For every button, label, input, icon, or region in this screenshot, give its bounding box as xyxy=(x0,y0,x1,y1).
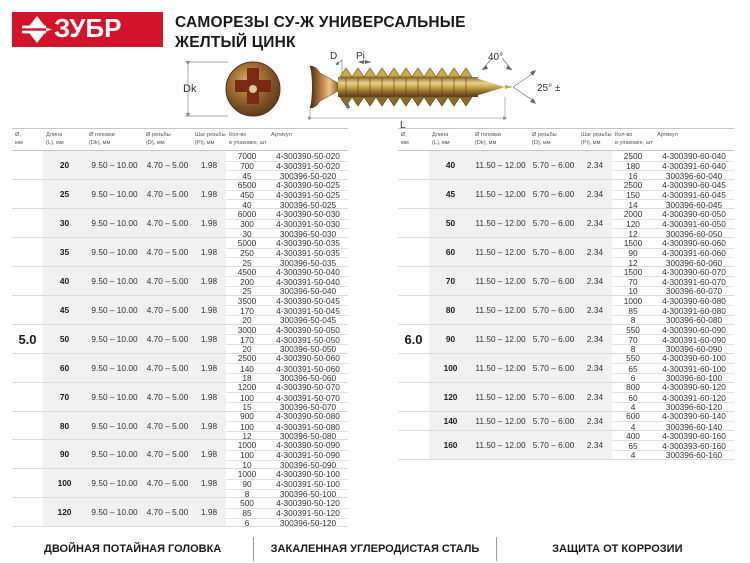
svg-text:25° ± 2°: 25° ± 2° xyxy=(537,83,560,94)
svg-text:D: D xyxy=(330,51,337,62)
svg-text:Pi: Pi xyxy=(356,51,365,62)
svg-text:40°: 40° xyxy=(488,52,503,63)
svg-text:ЗУБР: ЗУБР xyxy=(54,13,122,43)
svg-text:Dk: Dk xyxy=(183,83,197,95)
